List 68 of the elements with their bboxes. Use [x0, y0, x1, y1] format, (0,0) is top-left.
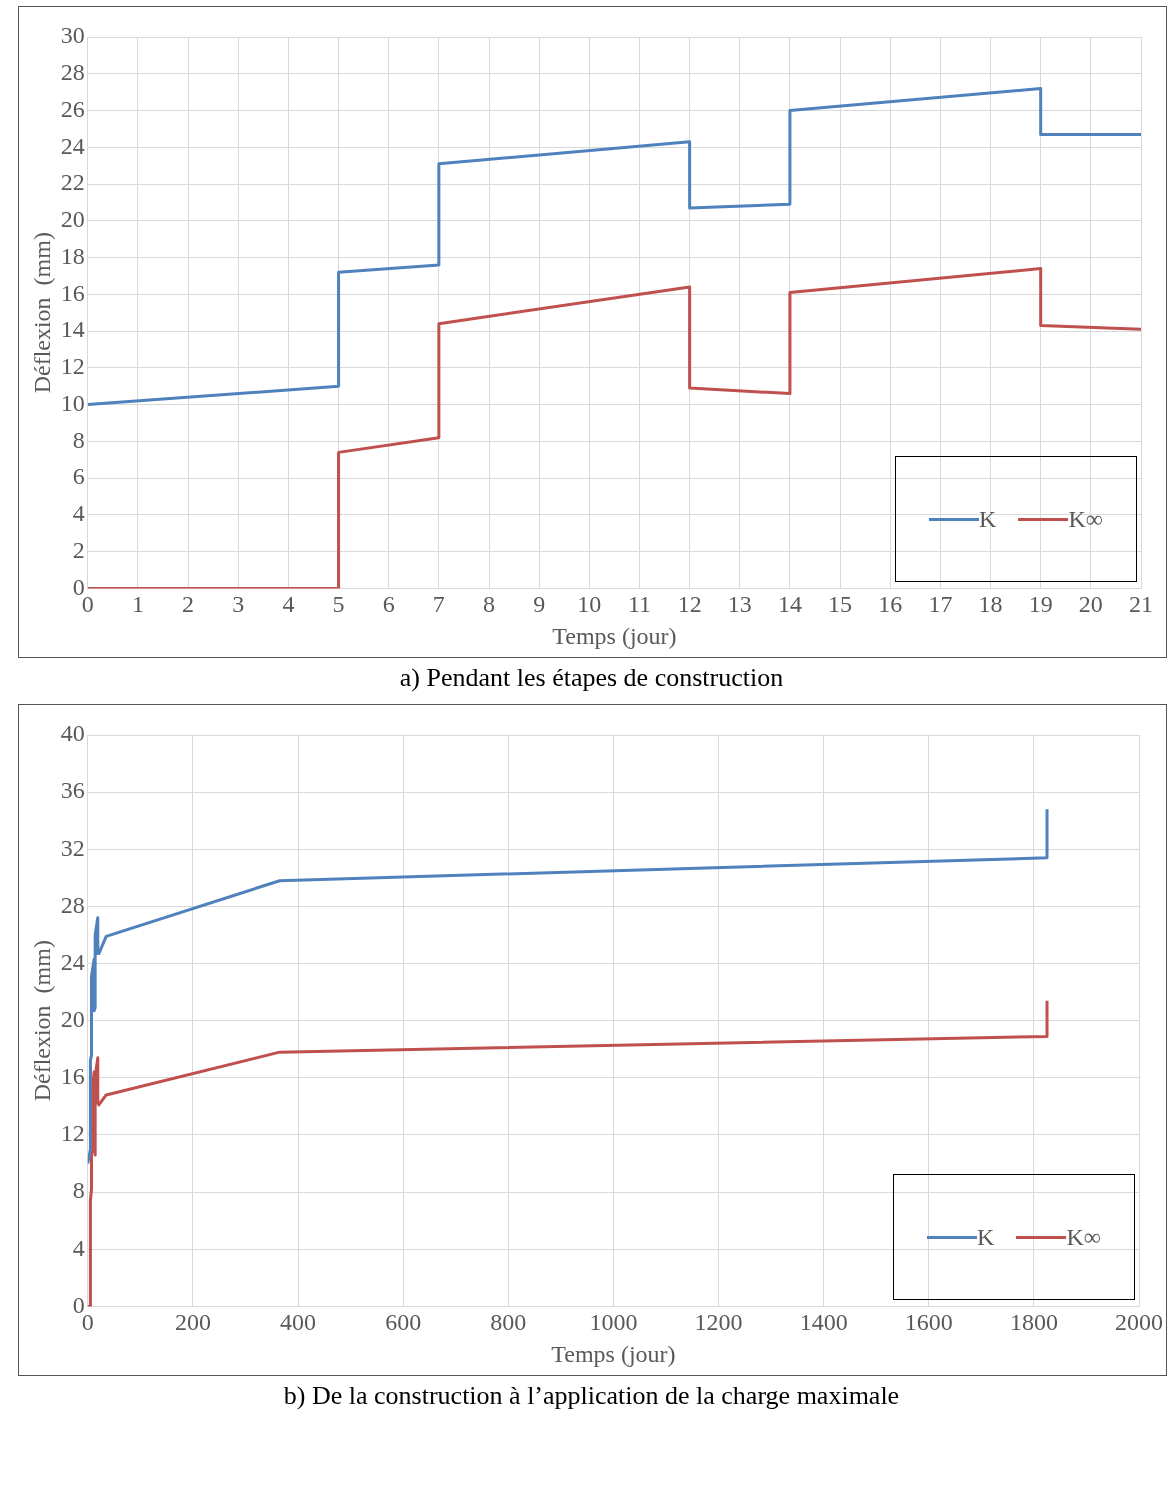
y-tick-label: 24: [60, 948, 85, 975]
legend-label: K: [977, 1223, 995, 1251]
x-tick-label: 10: [577, 591, 602, 618]
x-tick-label: 1200: [694, 1309, 743, 1336]
x-tick-label: 11: [627, 591, 652, 618]
y-tick-label: 2: [72, 536, 85, 563]
y-tick-label: 30: [60, 22, 85, 49]
y-tick-label: 36: [60, 777, 85, 804]
y-tick-label: 0: [72, 1291, 85, 1318]
y-tick-label: 16: [60, 279, 85, 306]
y-tick-label: 12: [60, 353, 85, 380]
y-tick-label: 0: [72, 573, 85, 600]
y-tick-label: 24: [60, 132, 85, 159]
y-tick-label: 4: [72, 500, 85, 527]
legend-label: K: [979, 505, 997, 533]
x-tick-label: 2: [182, 591, 195, 618]
y-tick-label: 6: [72, 463, 85, 490]
x-tick-label: 12: [677, 591, 702, 618]
x-axis-title: Temps (jour): [551, 1340, 676, 1367]
y-tick-label: 20: [60, 1006, 85, 1032]
y-axis-title: Déflexion (mm): [28, 232, 55, 394]
x-tick-label: 600: [385, 1309, 422, 1336]
text: b) De la construction à l’application de la charge maximale: [282, 1380, 901, 1412]
x-tick-label: 7: [432, 591, 445, 618]
x-tick-label: 1: [131, 591, 144, 618]
y-tick-label: 26: [60, 95, 85, 122]
x-tick-label: 20: [1078, 591, 1103, 618]
x-tick-label: 8: [483, 591, 496, 618]
x-tick-label: 3: [232, 591, 245, 618]
x-tick-label: 15: [828, 591, 853, 618]
x-tick-label: 18: [978, 591, 1003, 618]
x-axis-title: Temps (jour): [552, 622, 677, 649]
x-tick-label: 200: [174, 1309, 211, 1336]
legend-label: K∞: [1066, 1223, 1101, 1251]
x-tick-label: 5: [332, 591, 345, 618]
x-tick-label: 19: [1028, 591, 1053, 618]
x-tick-label: 400: [280, 1309, 317, 1336]
text: a) Pendant les étapes de construction: [398, 662, 785, 694]
x-tick-label: 17: [928, 591, 953, 618]
y-tick-label: 10: [60, 389, 85, 416]
x-tick-label: 16: [878, 591, 903, 618]
y-tick-label: 40: [60, 720, 85, 747]
x-tick-label: 1800: [1009, 1309, 1058, 1336]
y-tick-label: 20: [60, 206, 85, 233]
x-tick-label: 2000: [1115, 1309, 1163, 1336]
x-tick-label: 14: [777, 591, 802, 618]
y-tick-label: 8: [72, 426, 85, 453]
y-tick-label: 22: [60, 169, 85, 196]
x-tick-label: 4: [282, 591, 295, 618]
x-tick-label: 9: [533, 591, 546, 618]
y-axis-title: Déflexion (mm): [28, 940, 55, 1102]
x-tick-label: 6: [382, 591, 395, 618]
x-tick-label: 13: [727, 591, 752, 618]
y-tick-label: 16: [60, 1063, 85, 1090]
y-tick-label: 32: [60, 834, 85, 861]
x-tick-label: 1600: [904, 1309, 953, 1336]
x-tick-label: 800: [490, 1309, 527, 1336]
y-tick-label: 28: [60, 59, 85, 86]
y-tick-label: 4: [72, 1234, 85, 1261]
x-tick-label: 21: [1129, 591, 1153, 618]
y-tick-label: 14: [60, 316, 85, 343]
legend-label: K∞: [1068, 505, 1103, 533]
y-tick-label: 28: [60, 891, 85, 918]
x-tick-label: 1400: [799, 1309, 848, 1336]
y-tick-label: 18: [60, 242, 85, 269]
y-tick-label: 12: [60, 1120, 85, 1147]
x-tick-label: 1000: [589, 1309, 638, 1336]
y-tick-label: 8: [72, 1177, 85, 1204]
